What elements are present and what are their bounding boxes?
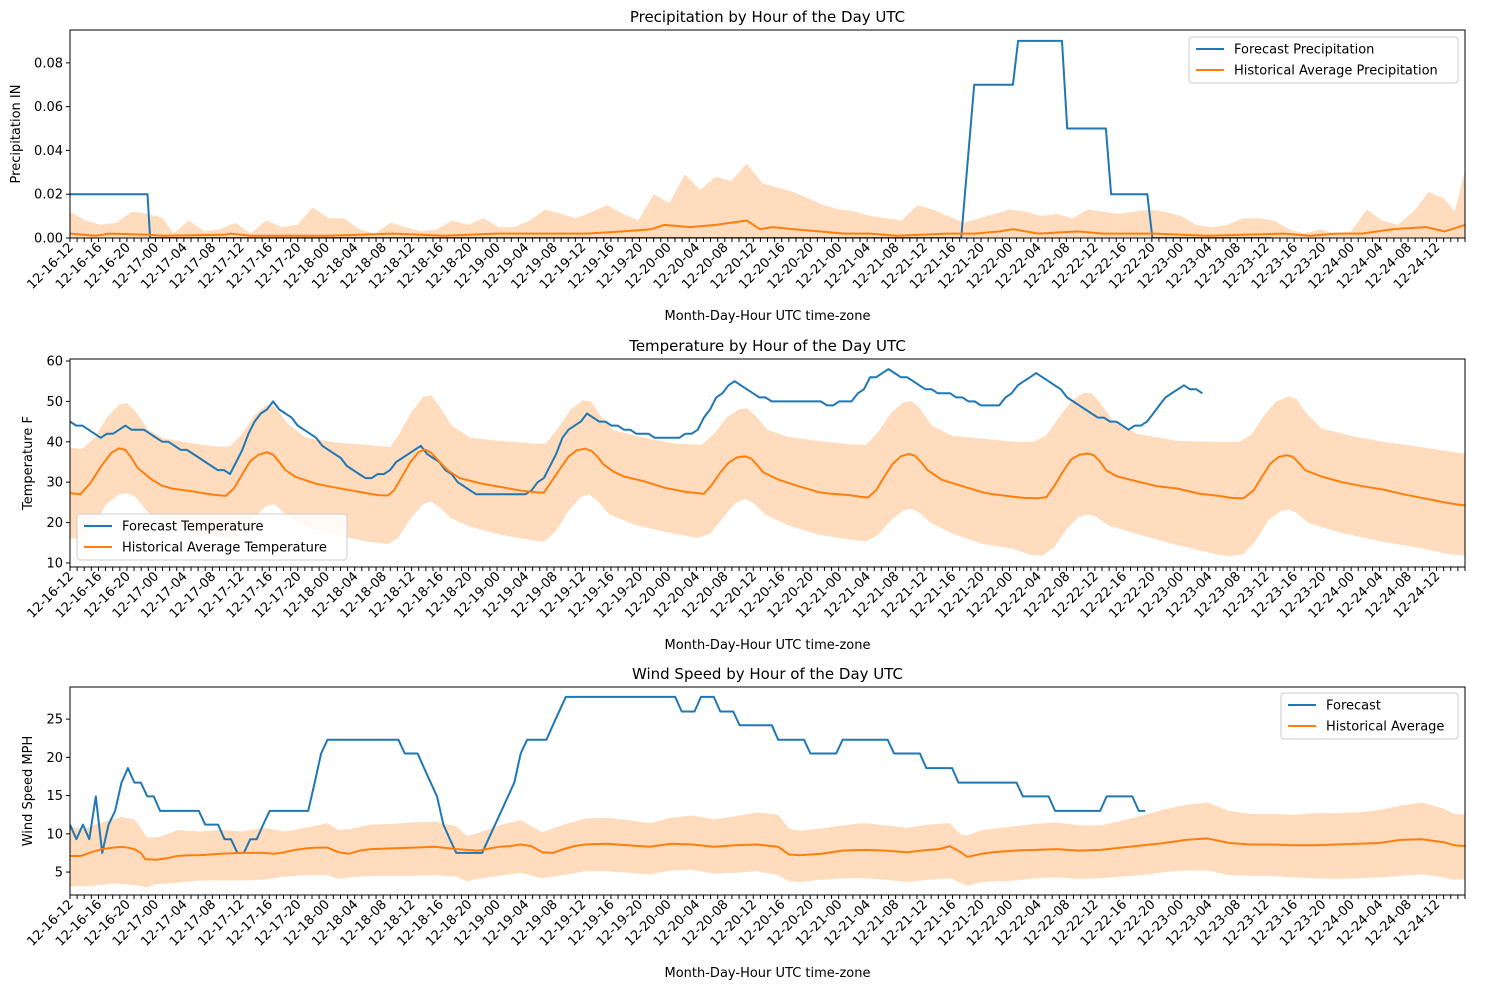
y-tick-label: 20 xyxy=(46,751,63,766)
y-axis-label: Temperature F xyxy=(21,416,36,511)
legend-label-forecast: Forecast Temperature xyxy=(122,520,264,535)
plot-area xyxy=(70,695,1465,888)
y-tick-label: 5 xyxy=(55,866,63,881)
y-tick-label: 50 xyxy=(46,395,63,410)
plot-area xyxy=(70,368,1465,557)
historical-line xyxy=(70,837,1465,861)
y-tick-label: 0.04 xyxy=(34,144,63,159)
plot-area xyxy=(70,39,1465,238)
legend: Forecast Temperature Historical Average T… xyxy=(76,513,348,561)
chart-title: Wind Speed by Hour of the Day UTC xyxy=(632,665,903,683)
y-tick-label: 0.06 xyxy=(34,100,63,115)
y-tick-label: 0.08 xyxy=(34,56,63,71)
legend-label-historical: Historical Average Precipitation xyxy=(1234,64,1438,79)
y-tick-label: 10 xyxy=(46,827,63,842)
x-axis-label: Month-Day-Hour UTC time-zone xyxy=(665,966,871,981)
chart-panel-1: Precipitation by Hour of the Day UTC 0.00… xyxy=(9,8,1466,324)
x-axis-label: Month-Day-Hour UTC time-zone xyxy=(665,309,871,324)
y-tick-label: 10 xyxy=(46,556,63,571)
legend-box xyxy=(76,513,348,561)
forecast-line xyxy=(70,368,1203,496)
chart-title: Precipitation by Hour of the Day UTC xyxy=(630,8,905,26)
historical-line xyxy=(70,219,1465,237)
chart-panel-2: Temperature by Hour of the Day UTC 10 20 30… xyxy=(21,337,1466,653)
legend: Forecast Historical Average xyxy=(1280,692,1459,740)
legend-label-historical: Historical Average Temperature xyxy=(122,541,327,556)
legend-box xyxy=(1280,692,1459,740)
legend: Forecast Precipitation Historical Average… xyxy=(1188,36,1459,84)
legend-label-forecast: Forecast xyxy=(1326,699,1381,714)
forecast-line xyxy=(70,695,1146,854)
y-tick-label: 20 xyxy=(46,516,63,531)
y-tick-label: 30 xyxy=(46,476,63,491)
historical-range-band xyxy=(70,163,1465,238)
y-tick-label: 15 xyxy=(46,789,63,804)
legend-label-historical: Historical Average xyxy=(1326,720,1444,735)
forecast-line xyxy=(70,39,1272,238)
chart-title: Temperature by Hour of the Day UTC xyxy=(628,337,906,355)
x-axis-label: Month-Day-Hour UTC time-zone xyxy=(665,638,871,653)
y-tick-label: 40 xyxy=(46,435,63,450)
legend-label-forecast: Forecast Precipitation xyxy=(1234,43,1374,58)
y-tick-label: 0.00 xyxy=(34,232,63,247)
y-tick-label: 25 xyxy=(46,713,63,728)
y-tick-label: 0.02 xyxy=(34,188,63,203)
historical-line xyxy=(70,447,1465,507)
y-tick-label: 60 xyxy=(46,355,63,370)
legend-box xyxy=(1188,36,1459,84)
chart-panel-3: Wind Speed by Hour of the Day UTC 5 10 15 20… xyxy=(21,665,1466,981)
y-axis-label: Precipitation IN xyxy=(9,85,24,184)
y-axis-label: Wind Speed MPH xyxy=(21,736,36,847)
